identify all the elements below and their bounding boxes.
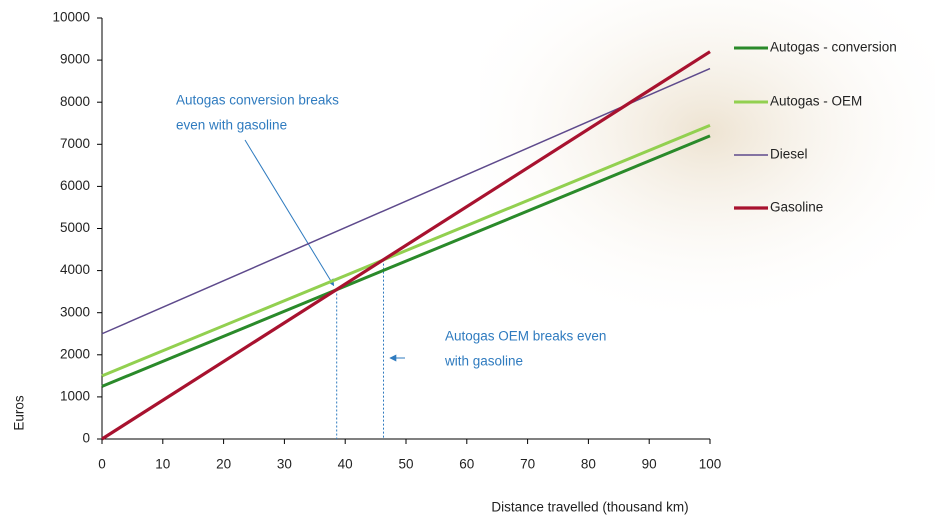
- y-tick-label: 8000: [60, 94, 90, 109]
- legend-label: Autogas - OEM: [770, 94, 862, 109]
- y-tick-label: 6000: [60, 178, 90, 193]
- y-tick-label: 4000: [60, 262, 90, 277]
- page: Distance travelled (thousand km) Euros 0…: [0, 0, 935, 519]
- x-axis-title: Distance travelled (thousand km): [491, 500, 688, 515]
- x-tick-label: 40: [338, 457, 353, 472]
- legend-label: Autogas - conversion: [770, 40, 897, 55]
- y-tick-label: 2000: [60, 346, 90, 361]
- chart: Distance travelled (thousand km) Euros 0…: [0, 0, 935, 519]
- x-tick-label: 20: [216, 457, 231, 472]
- x-tick-label: 0: [98, 457, 106, 472]
- x-tick-label: 80: [581, 457, 596, 472]
- y-tick-label: 10000: [52, 10, 90, 25]
- annotation-arrow: [245, 140, 334, 286]
- x-tick-label: 100: [699, 457, 722, 472]
- x-tick-label: 70: [520, 457, 535, 472]
- x-tick-label: 10: [155, 457, 170, 472]
- legend-label: Gasoline: [770, 200, 823, 215]
- y-tick-label: 0: [82, 431, 90, 446]
- legend-label: Diesel: [770, 147, 808, 162]
- y-tick-label: 1000: [60, 388, 90, 403]
- y-tick-label: 5000: [60, 220, 90, 235]
- annotation-text: Autogas OEM breaks even: [445, 329, 606, 344]
- y-tick-label: 3000: [60, 304, 90, 319]
- x-tick-label: 30: [277, 457, 292, 472]
- x-tick-label: 90: [642, 457, 657, 472]
- annotation-text: Autogas conversion breaks: [176, 93, 339, 108]
- y-axis-title: Euros: [12, 395, 27, 431]
- x-tick-label: 60: [459, 457, 474, 472]
- annotation-text: even with gasoline: [176, 118, 287, 133]
- y-tick-label: 9000: [60, 52, 90, 67]
- x-tick-label: 50: [398, 457, 413, 472]
- y-tick-label: 7000: [60, 136, 90, 151]
- annotation-text: with gasoline: [444, 354, 523, 369]
